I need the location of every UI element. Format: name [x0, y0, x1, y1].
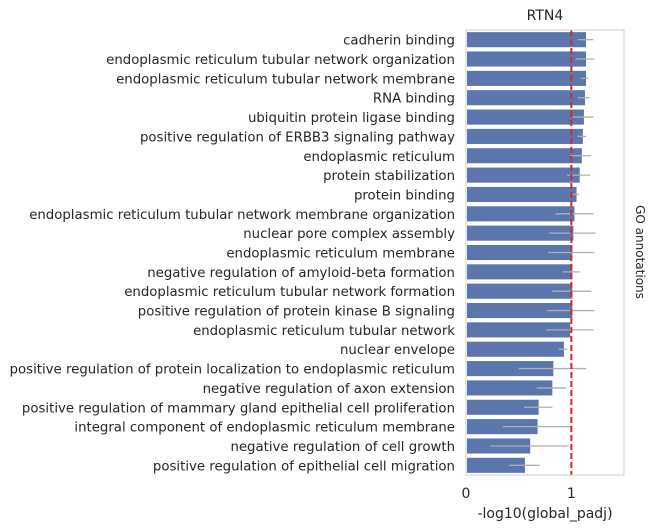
x-tick-label: 0 — [462, 486, 471, 502]
category-label: endoplasmic reticulum tubular network — [193, 324, 455, 339]
bar — [467, 302, 573, 319]
category-label: endoplasmic reticulum — [303, 150, 455, 165]
category-label: protein stabilization — [323, 169, 455, 184]
bar — [467, 51, 587, 67]
category-label: positive regulation of mammary gland epi… — [22, 401, 455, 416]
bar — [467, 70, 587, 86]
right-axis-label: GO annotations — [633, 205, 647, 299]
bar — [467, 128, 583, 144]
bar — [467, 341, 564, 357]
category-label: ubiquitin protein ligase binding — [248, 111, 455, 126]
category-label: positive regulation of epithelial cell m… — [153, 459, 455, 474]
category-label: nuclear envelope — [340, 343, 455, 358]
bar — [467, 109, 584, 125]
category-label: endoplasmic reticulum tubular network fo… — [124, 285, 455, 300]
bar-group — [467, 32, 587, 473]
category-label: RNA binding — [373, 92, 455, 107]
category-label: endoplasmic reticulum tubular network or… — [106, 53, 455, 68]
category-label: nuclear pore complex assembly — [243, 227, 455, 242]
bar — [467, 283, 573, 299]
category-label: endoplasmic reticulum tubular network me… — [29, 208, 455, 223]
category-label: protein binding — [354, 188, 455, 203]
category-label: positive regulation of ERBB3 signaling p… — [140, 130, 455, 145]
bar — [467, 399, 539, 415]
bar — [467, 380, 553, 396]
bar — [467, 264, 573, 280]
bar — [467, 244, 573, 261]
category-label: negative regulation of axon extension — [203, 382, 455, 397]
bar — [467, 419, 538, 435]
errorbar-group — [490, 39, 596, 466]
category-label: negative regulation of amyloid-beta form… — [147, 266, 455, 281]
bar — [467, 457, 525, 473]
category-label: endoplasmic reticulum tubular network me… — [116, 72, 455, 87]
category-label: endoplasmic reticulum membrane — [226, 247, 455, 262]
bar — [467, 322, 571, 338]
bar — [467, 361, 554, 377]
x-axis-label: -log10(global_padj) — [477, 506, 612, 522]
bar — [467, 167, 580, 183]
x-tick-label: 1 — [567, 486, 576, 502]
bar — [467, 32, 587, 48]
category-label: cadherin binding — [343, 34, 455, 49]
category-label: positive regulation of protein localizat… — [10, 363, 455, 378]
plot-frame — [465, 29, 625, 476]
bar — [467, 225, 574, 241]
bar — [467, 186, 577, 203]
category-labels: cadherin binding endoplasmic reticulum tu… — [10, 34, 456, 475]
category-label: positive regulation of protein kinase B … — [138, 305, 455, 320]
bar — [467, 148, 582, 164]
bar — [467, 206, 575, 222]
bar — [467, 90, 585, 106]
chart-title: RTN4 — [527, 8, 564, 24]
category-label: negative regulation of cell growth — [230, 440, 455, 455]
category-label: integral component of endoplasmic reticu… — [74, 421, 455, 436]
